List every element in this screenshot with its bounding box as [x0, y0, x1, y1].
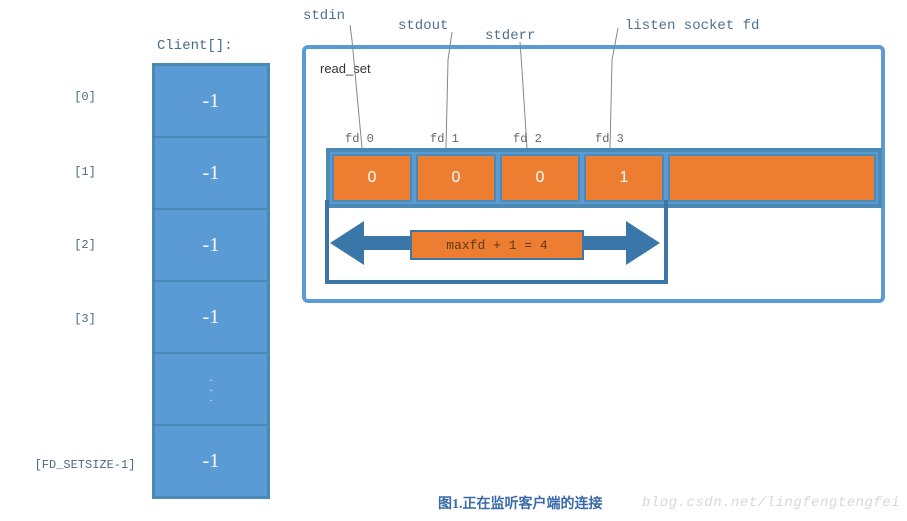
client-cell-1: -1 [155, 138, 267, 210]
fd-cell-1: 0 [416, 154, 496, 202]
fd-label-1: fd 1 [430, 132, 459, 146]
client-index-last: [FD_SETSIZE-1] [30, 458, 140, 472]
annot-stdout: stdout [398, 18, 448, 34]
client-cell-last: -1 [155, 426, 267, 496]
watermark: blog.csdn.net/lingfengtengfei [642, 495, 900, 511]
annot-stdin: stdin [303, 8, 345, 24]
client-cell-0: -1 [155, 66, 267, 138]
client-index-3: [3] [55, 312, 115, 326]
client-index-1: [1] [55, 165, 115, 179]
figure-caption: 图1.正在监听客户端的连接 [438, 493, 603, 513]
fd-label-0: fd 0 [345, 132, 374, 146]
client-index-0: [0] [55, 90, 115, 104]
annot-listen: listen socket fd [625, 18, 759, 34]
readset-label: read_set [320, 61, 371, 76]
arrow-head-left [330, 221, 364, 265]
client-array: -1 -1 -1 -1 ... -1 [152, 63, 270, 499]
maxfd-arrow: maxfd + 1 = 4 [330, 218, 660, 268]
client-cell-2: -1 [155, 210, 267, 282]
fd-cell-2: 0 [500, 154, 580, 202]
maxfd-label: maxfd + 1 = 4 [410, 230, 584, 260]
fd-label-3: fd 3 [595, 132, 624, 146]
client-header: Client[]: [157, 38, 233, 54]
arrow-head-right [626, 221, 660, 265]
fd-cell-0: 0 [332, 154, 412, 202]
client-cell-dots: ... [155, 354, 267, 426]
client-index-2: [2] [55, 238, 115, 252]
fd-spacer [668, 154, 876, 202]
fd-label-2: fd 2 [513, 132, 542, 146]
fd-array: 0 0 0 1 [326, 148, 882, 208]
fd-cell-3: 1 [584, 154, 664, 202]
annot-stderr: stderr [485, 28, 535, 44]
client-cell-3: -1 [155, 282, 267, 354]
